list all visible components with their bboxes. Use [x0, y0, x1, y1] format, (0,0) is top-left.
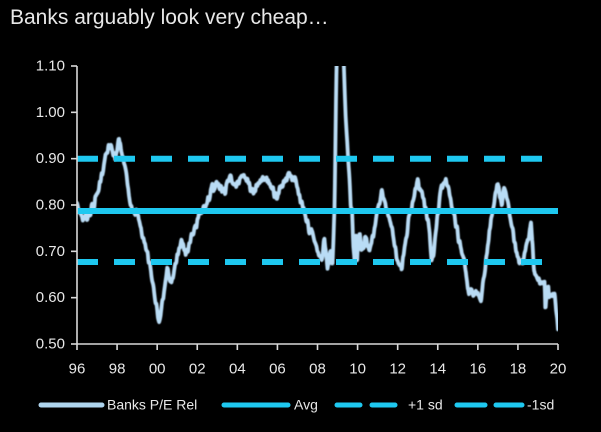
svg-text:00: 00 — [149, 361, 166, 378]
svg-text:20: 20 — [550, 361, 567, 378]
svg-text:Avg: Avg — [294, 397, 318, 413]
svg-text:0.90: 0.90 — [36, 150, 65, 167]
svg-text:0.60: 0.60 — [36, 289, 65, 306]
svg-text:0.50: 0.50 — [36, 336, 65, 353]
svg-text:98: 98 — [109, 361, 126, 378]
svg-text:96: 96 — [69, 361, 86, 378]
svg-text:1.10: 1.10 — [36, 58, 65, 75]
svg-text:14: 14 — [429, 361, 446, 378]
svg-text:0.70: 0.70 — [36, 243, 65, 260]
svg-text:+1 sd: +1 sd — [408, 397, 443, 413]
svg-text:Banks P/E Rel: Banks P/E Rel — [107, 397, 197, 413]
svg-text:12: 12 — [389, 361, 406, 378]
svg-text:16: 16 — [469, 361, 486, 378]
svg-text:10: 10 — [349, 361, 366, 378]
svg-text:1.00: 1.00 — [36, 104, 65, 121]
svg-text:18: 18 — [510, 361, 527, 378]
svg-text:06: 06 — [269, 361, 286, 378]
svg-text:08: 08 — [309, 361, 326, 378]
svg-text:04: 04 — [229, 361, 246, 378]
svg-text:0.80: 0.80 — [36, 197, 65, 214]
svg-text:-1sd: -1sd — [527, 397, 554, 413]
svg-text:02: 02 — [189, 361, 206, 378]
